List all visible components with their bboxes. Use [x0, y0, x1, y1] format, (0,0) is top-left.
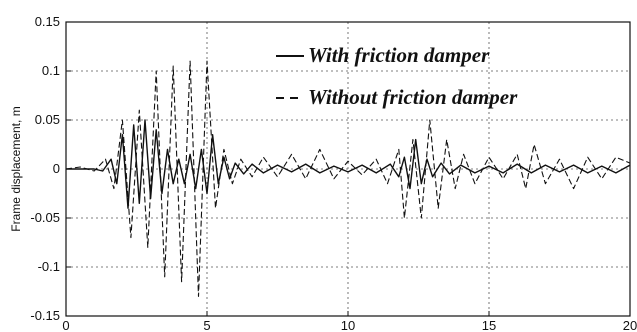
- x-tick-label: 20: [623, 318, 637, 332]
- legend: With friction damper Without friction dam…: [276, 43, 518, 109]
- x-tick-labels: 0 5 10 15 20: [62, 311, 637, 332]
- y-tick-label: 0.05: [35, 112, 60, 127]
- y-tick-label: 0.15: [35, 14, 60, 29]
- y-tick-label: -0.1: [38, 259, 60, 274]
- x-tick-label: 10: [341, 318, 355, 332]
- x-tick-label: 15: [482, 318, 496, 332]
- series-line-with-damper: [66, 119, 631, 209]
- legend-label: With friction damper: [308, 43, 490, 67]
- y-tick-label: 0.1: [42, 63, 60, 78]
- x-tick-label: 5: [203, 318, 210, 332]
- y-tick-label: -0.15: [30, 308, 60, 323]
- gridlines: [66, 22, 630, 316]
- y-tick-labels: 0.15 0.1 0.05 0 -0.05 -0.1 -0.15: [30, 14, 71, 323]
- y-axis-label: Frame displacement, m: [9, 106, 23, 231]
- series-lines: [65, 60, 631, 297]
- y-tick-label: 0: [53, 161, 60, 176]
- y-tick-label: -0.05: [30, 210, 60, 225]
- series-line-without-damper: [65, 60, 631, 297]
- legend-label: Without friction damper: [308, 85, 518, 109]
- x-tick-label: 0: [62, 318, 69, 332]
